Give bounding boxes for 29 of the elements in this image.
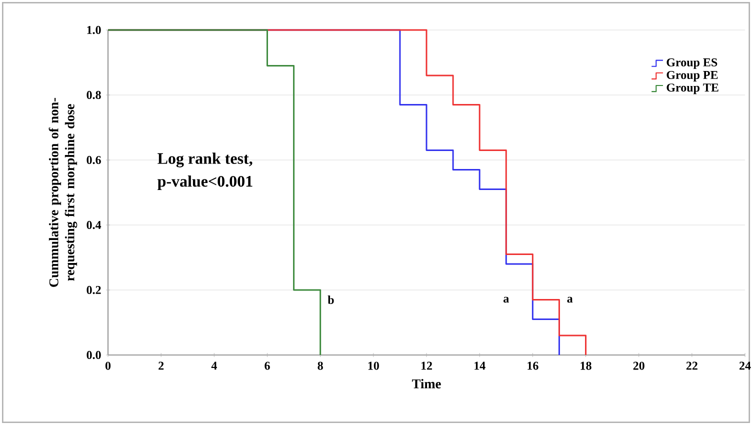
x-tick-label: 6 [264, 362, 270, 370]
x-tick-label: 20 [633, 362, 644, 370]
x-tick-label: 8 [318, 362, 323, 370]
annotation: Log rank test, [158, 152, 252, 168]
annotation: a [504, 296, 509, 303]
legend-label: Group ES [666, 58, 718, 69]
x-tick-label: 14 [474, 362, 486, 370]
annotation: p-value<0.001 [158, 175, 252, 190]
x-axis-title: Time [412, 378, 441, 388]
x-tick-label: 18 [580, 362, 592, 370]
x-tick-label: 12 [421, 362, 432, 370]
x-tick-label: 16 [528, 362, 538, 370]
x-tick-label: 22 [686, 362, 698, 370]
y-tick-label: 0.2 [86, 286, 101, 294]
y-tick-label: 0.6 [86, 156, 101, 164]
y-tick-label: 1.0 [87, 26, 101, 34]
legend-label: Group PE [666, 70, 718, 82]
x-tick-label: 2 [158, 362, 164, 370]
annotation: a [567, 296, 573, 303]
x-tick-label: 0 [105, 362, 111, 370]
y-tick-label: 0.8 [86, 90, 101, 100]
x-tick-label: 10 [368, 362, 379, 370]
x-tick-label: 24 [740, 362, 751, 370]
x-tick-label: 4 [211, 362, 217, 370]
y-axis-title: Cummulative proportion of non-requesting first morphine dose [48, 98, 78, 287]
annotation: b [328, 296, 334, 304]
y-tick-label: 0.0 [86, 350, 101, 360]
legend-label: Group TE [666, 84, 718, 94]
y-tick-label: 0.4 [86, 220, 102, 230]
